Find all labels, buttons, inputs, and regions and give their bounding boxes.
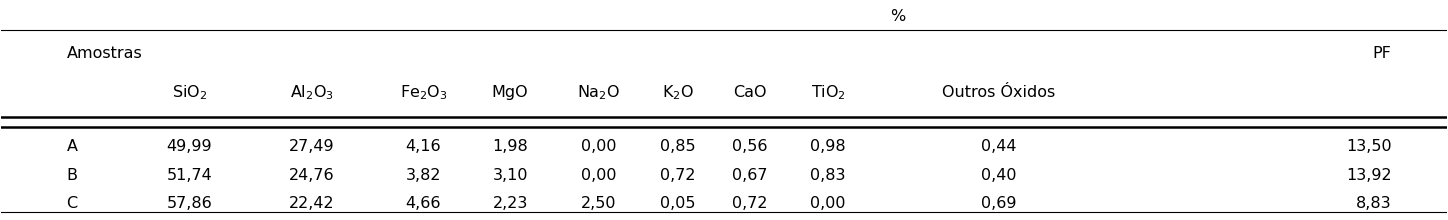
Text: 0,44: 0,44 [980, 139, 1016, 154]
Text: 4,66: 4,66 [405, 196, 442, 211]
Text: 3,82: 3,82 [405, 168, 442, 183]
Text: 57,86: 57,86 [167, 196, 213, 211]
Text: MgO: MgO [492, 85, 529, 100]
Text: 51,74: 51,74 [167, 168, 213, 183]
Text: Outros Óxidos: Outros Óxidos [943, 85, 1056, 100]
Text: 2,50: 2,50 [581, 196, 615, 211]
Text: 13,50: 13,50 [1347, 139, 1392, 154]
Text: Fe$_2$O$_3$: Fe$_2$O$_3$ [400, 83, 447, 102]
Text: 0,72: 0,72 [733, 196, 767, 211]
Text: A: A [67, 139, 77, 154]
Text: 2,23: 2,23 [492, 196, 527, 211]
Text: 22,42: 22,42 [290, 196, 334, 211]
Text: 13,92: 13,92 [1347, 168, 1392, 183]
Text: 0,05: 0,05 [660, 196, 695, 211]
Text: 0,85: 0,85 [660, 139, 695, 154]
Text: 4,16: 4,16 [405, 139, 442, 154]
Text: 0,72: 0,72 [660, 168, 695, 183]
Text: 0,00: 0,00 [811, 196, 846, 211]
Text: C: C [67, 196, 78, 211]
Text: SiO$_2$: SiO$_2$ [172, 83, 207, 102]
Text: Na$_2$O: Na$_2$O [576, 83, 620, 102]
Text: 0,67: 0,67 [733, 168, 767, 183]
Text: 0,69: 0,69 [980, 196, 1016, 211]
Text: 0,83: 0,83 [811, 168, 846, 183]
Text: K$_2$O: K$_2$O [662, 83, 694, 102]
Text: B: B [67, 168, 77, 183]
Text: Amostras: Amostras [67, 46, 142, 61]
Text: 27,49: 27,49 [290, 139, 334, 154]
Text: CaO: CaO [733, 85, 767, 100]
Text: Al$_2$O$_3$: Al$_2$O$_3$ [290, 83, 334, 102]
Text: TiO$_2$: TiO$_2$ [811, 83, 846, 102]
Text: 49,99: 49,99 [167, 139, 211, 154]
Text: 0,98: 0,98 [811, 139, 846, 154]
Text: 1,98: 1,98 [492, 139, 529, 154]
Text: PF: PF [1373, 46, 1392, 61]
Text: 24,76: 24,76 [290, 168, 334, 183]
Text: 3,10: 3,10 [492, 168, 529, 183]
Text: 0,40: 0,40 [980, 168, 1016, 183]
Text: 0,56: 0,56 [733, 139, 767, 154]
Text: %: % [891, 9, 905, 24]
Text: 8,83: 8,83 [1357, 196, 1392, 211]
Text: 0,00: 0,00 [581, 168, 615, 183]
Text: 0,00: 0,00 [581, 139, 615, 154]
